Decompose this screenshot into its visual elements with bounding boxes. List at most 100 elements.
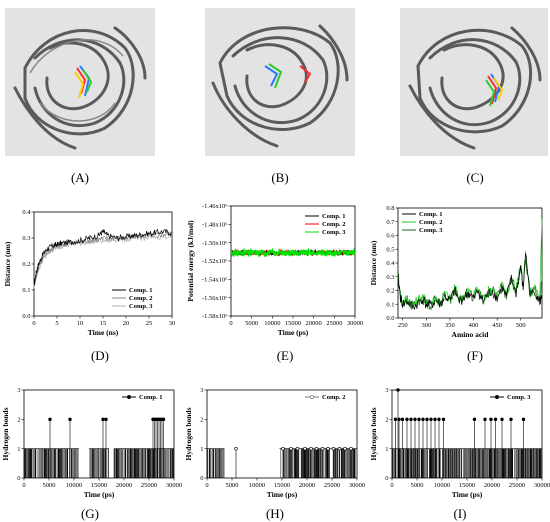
chart-i: 0 5000 10000 15000 20000 25000 30000 0 1 2 3 Time (… <box>368 382 550 504</box>
hbond-point <box>48 417 52 422</box>
panel-label-b: (B) <box>271 170 289 185</box>
x-axis-title: Amino acid <box>452 330 490 339</box>
x-tick-label: 5000 <box>245 320 258 327</box>
y-tick-label: -1.56x10⁶ <box>202 295 228 302</box>
hbond-point <box>509 417 513 422</box>
x-tick-label: 20000 <box>116 482 132 489</box>
series-line-comp-3 <box>33 232 172 289</box>
hbond-point <box>413 417 417 422</box>
x-axis-title: Time (ps) <box>278 328 309 337</box>
chart-h: 0 5000 10000 15000 20000 25000 30000 0 1 2 3 Time (… <box>183 382 365 504</box>
x-tick-label: 30000 <box>534 482 550 489</box>
y-axis-title: Hydrogen bonds <box>1 407 10 460</box>
x-tick-label: 25000 <box>509 482 525 489</box>
x-tick-label: 500 <box>516 322 526 329</box>
hbond-point <box>409 417 413 422</box>
x-tick-label: 400 <box>469 322 479 329</box>
y-tick-label: 1 <box>200 446 203 453</box>
panel-label-f: (F) <box>467 348 483 363</box>
hbond-point <box>349 446 353 451</box>
hbond-point <box>303 446 307 451</box>
y-axis-title: Potential energy (kJ/mol) <box>186 220 195 302</box>
x-tick-label: 20000 <box>299 482 315 489</box>
y-tick-label: 0.3 <box>386 274 394 281</box>
protein-structure-image-a <box>5 8 155 156</box>
y-tick-label: 1 <box>385 446 388 453</box>
x-tick-label: 25 <box>146 320 153 327</box>
y-tick-label: 3 <box>17 387 20 394</box>
x-tick-label: 5 <box>55 320 58 327</box>
x-tick-label: 350 <box>445 322 455 329</box>
hbond-point <box>101 417 105 422</box>
y-tick-label: -1.58x10⁶ <box>202 313 228 320</box>
y-tick-label: 0.2 <box>386 288 394 295</box>
panel-label-a: (A) <box>70 170 90 185</box>
x-tick-label: 30 <box>169 320 176 327</box>
hbond-point <box>489 417 493 422</box>
y-tick-label: 2 <box>385 417 388 424</box>
x-axis-title: Time (ps) <box>267 490 298 499</box>
x-tick-label: 0 <box>229 320 232 327</box>
chart-e: 0 5000 10000 15000 20000 25000 30000 -1.46x10⁶ -… <box>183 198 363 348</box>
x-tick-label: 20000 <box>306 320 322 327</box>
hbond-point <box>281 446 285 451</box>
legend-label: Comp. 1 <box>129 287 152 294</box>
panel-label-d: (D) <box>90 348 110 363</box>
x-tick-label: 10000 <box>249 482 265 489</box>
legend-marker <box>127 395 131 399</box>
legend-label: Comp. 2 <box>419 219 442 226</box>
hbond-point <box>397 417 401 422</box>
panel-label-c: (C) <box>466 170 484 185</box>
panel-label-g: (G) <box>80 506 100 521</box>
hbond-point <box>521 417 526 422</box>
chart-d: 0 5 10 15 20 25 30 0.0 0.1 0.2 0.3 0.4 Time (ns) Dist… <box>0 204 180 346</box>
hbond-point <box>161 417 166 422</box>
hbond-point <box>234 446 238 451</box>
hbond-point <box>104 417 108 422</box>
x-axis-title: Time (ps) <box>84 490 115 499</box>
y-tick-label: 3 <box>200 387 203 394</box>
legend-label: Comp. 3 <box>129 303 153 310</box>
panel-label-i: (I) <box>453 506 467 521</box>
x-tick-label: 15000 <box>274 482 290 489</box>
y-tick-label: 0.4 <box>386 260 395 267</box>
y-tick-label: -1.46x10⁶ <box>202 203 228 210</box>
series-line-comp-1 <box>397 253 543 310</box>
x-tick-label: 25000 <box>326 320 342 327</box>
x-tick-label: 15000 <box>285 320 301 327</box>
y-tick-label: 0.2 <box>22 261 30 268</box>
y-tick-label: 0.7 <box>386 219 395 226</box>
x-tick-label: 20000 <box>484 482 500 489</box>
legend-label: Comp. 3 <box>322 229 346 236</box>
y-axis-title: Distance (nm) <box>3 241 12 286</box>
hbond-point <box>405 417 409 422</box>
y-tick-label: 3 <box>385 387 388 394</box>
x-tick-label: 0 <box>22 482 25 489</box>
legend-label: Comp. 1 <box>139 394 162 401</box>
x-tick-label: 10000 <box>434 482 450 489</box>
y-tick-label: -1.50x10⁶ <box>202 240 228 247</box>
x-tick-label: 0 <box>32 320 35 327</box>
panel-label-e: (E) <box>276 348 294 363</box>
series-line-comp-1 <box>33 228 172 286</box>
y-tick-label: 2 <box>17 417 20 424</box>
y-tick-label: 0.3 <box>22 235 30 242</box>
y-tick-label: 0.5 <box>386 246 394 253</box>
y-tick-label: 0.8 <box>386 205 394 212</box>
panel-label-h: (H) <box>265 506 285 521</box>
hbond-point <box>417 417 421 422</box>
hbond-point <box>331 446 336 451</box>
hbond-point <box>425 417 429 422</box>
x-tick-label: 30000 <box>347 320 363 327</box>
legend-label: Comp. 2 <box>322 221 345 228</box>
x-tick-label: 30000 <box>166 482 182 489</box>
x-tick-label: 25000 <box>141 482 157 489</box>
chart-f: 250 300 350 400 450 500 0.0 0.1 0.2 0.3 0.4 0.5 0.6 0… <box>368 202 548 348</box>
y-tick-label: 0 <box>200 475 203 482</box>
y-tick-label: 2 <box>200 417 203 424</box>
y-tick-label: 0 <box>17 475 20 482</box>
hbond-point <box>441 417 446 422</box>
hbond-point <box>295 446 300 451</box>
hbond-point <box>289 446 293 451</box>
x-tick-label: 300 <box>421 322 431 329</box>
